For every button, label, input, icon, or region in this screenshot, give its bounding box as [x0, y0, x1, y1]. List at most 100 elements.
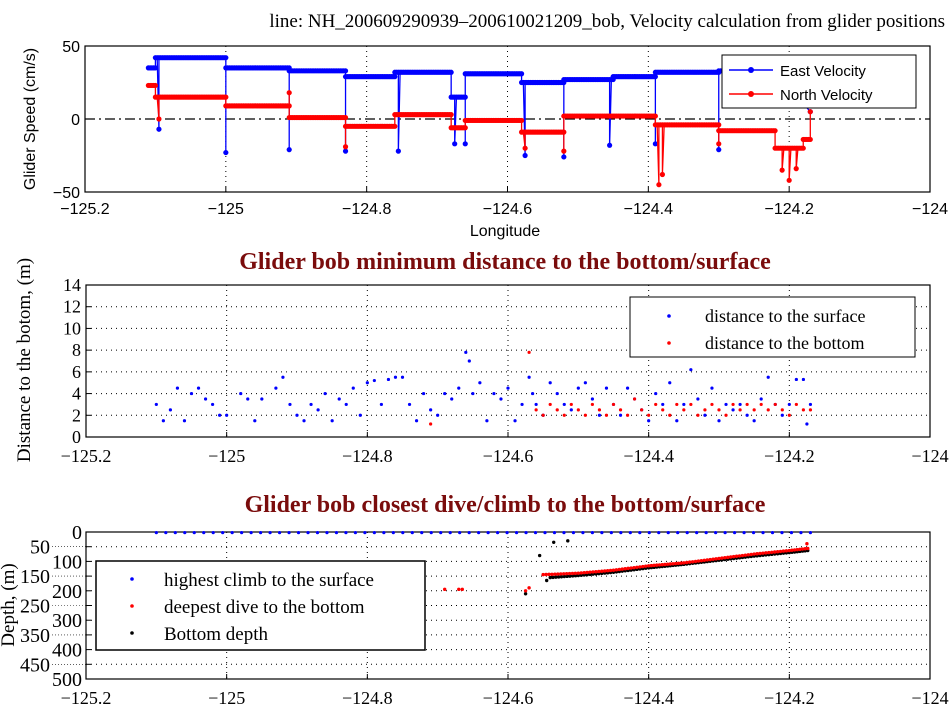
data-point [565, 574, 569, 579]
data-point [439, 530, 443, 535]
data-point [619, 530, 623, 535]
data-point [668, 413, 672, 417]
data-point [759, 397, 763, 401]
y-tick-label: 250 [20, 596, 50, 618]
data-point [569, 402, 573, 407]
data-point [628, 530, 632, 535]
data-point [607, 142, 613, 148]
data-point [286, 147, 292, 153]
data-point [274, 386, 278, 390]
data-point [561, 572, 566, 576]
y-tick-label: 450 [20, 654, 50, 676]
data-point [567, 571, 572, 576]
x-tick-label: −125 [208, 201, 244, 218]
data-point [562, 530, 566, 535]
data-point [674, 561, 678, 566]
y-tick-label: 0 [72, 522, 82, 544]
x-tick-label: −124 [911, 446, 948, 466]
data-point [443, 587, 447, 592]
x-tick-label: −124 [911, 688, 948, 708]
data-point [585, 570, 589, 575]
data-point [553, 572, 557, 576]
x-tick-label: −124.2 [764, 201, 813, 218]
data-point [623, 567, 627, 571]
data-point [559, 572, 563, 576]
data-point [600, 569, 604, 573]
data-point [223, 149, 229, 156]
data-point [724, 413, 728, 417]
data-point [604, 413, 609, 417]
legend-box [721, 54, 917, 109]
data-point [281, 375, 285, 379]
data-point [240, 530, 244, 535]
data-point [638, 565, 642, 569]
y-tick-label: 100 [52, 551, 82, 573]
data-point [277, 530, 282, 535]
data-point [175, 386, 180, 390]
data-point [576, 571, 581, 575]
data-point [716, 141, 722, 147]
data-point [325, 530, 329, 535]
data-point [770, 550, 774, 554]
data-point [641, 564, 645, 569]
x-tick-label: −124.4 [624, 201, 673, 218]
data-point [603, 569, 607, 573]
data-point [342, 144, 349, 150]
data-point [436, 413, 440, 417]
data-point [742, 530, 746, 535]
data-point [685, 530, 689, 535]
data-point [330, 419, 334, 423]
legend-label: deepest dive to the bottom [164, 597, 365, 618]
data-point [618, 413, 623, 417]
x-tick-label: −124 [912, 201, 948, 218]
data-point [749, 552, 753, 557]
data-point [486, 530, 490, 535]
data-point [654, 391, 658, 396]
data-point [505, 530, 509, 535]
data-point [582, 570, 586, 575]
data-point [659, 171, 666, 178]
data-point [665, 562, 670, 566]
data-point [767, 550, 771, 555]
data-point [792, 548, 797, 552]
data-point [571, 574, 575, 578]
data-point [716, 147, 722, 153]
data-point [608, 568, 613, 573]
chart-1-xlabel: Longitude [470, 223, 540, 240]
x-tick-label: −124.2 [764, 688, 815, 708]
data-point [164, 530, 168, 535]
data-point [679, 561, 683, 565]
data-point [644, 564, 648, 568]
data-point [570, 571, 575, 576]
data-point [443, 391, 447, 396]
data-point [485, 419, 489, 423]
data-point [761, 551, 765, 555]
data-point [448, 530, 452, 535]
legend-marker [748, 67, 754, 73]
data-point [790, 548, 794, 552]
data-point [561, 129, 567, 135]
x-tick-label: −125 [208, 446, 245, 466]
data-point [448, 112, 454, 118]
data-point [752, 552, 756, 556]
data-point [295, 413, 299, 417]
data-point [717, 408, 721, 412]
data-point [655, 563, 659, 567]
y-tick-label: 0 [71, 112, 80, 129]
data-point [618, 408, 623, 412]
y-tick-label: 150 [20, 566, 50, 588]
data-point [808, 402, 813, 407]
data-point [717, 556, 721, 561]
data-point [668, 562, 673, 566]
data-point [477, 530, 481, 535]
data-point [457, 587, 461, 592]
data-point [745, 402, 749, 407]
x-tick-label: −124.4 [623, 446, 674, 466]
data-point [635, 565, 639, 569]
data-point [716, 122, 722, 128]
data-point [478, 381, 482, 385]
data-point [223, 55, 229, 61]
data-point [620, 567, 624, 571]
data-point [571, 530, 576, 535]
data-point [652, 113, 658, 119]
